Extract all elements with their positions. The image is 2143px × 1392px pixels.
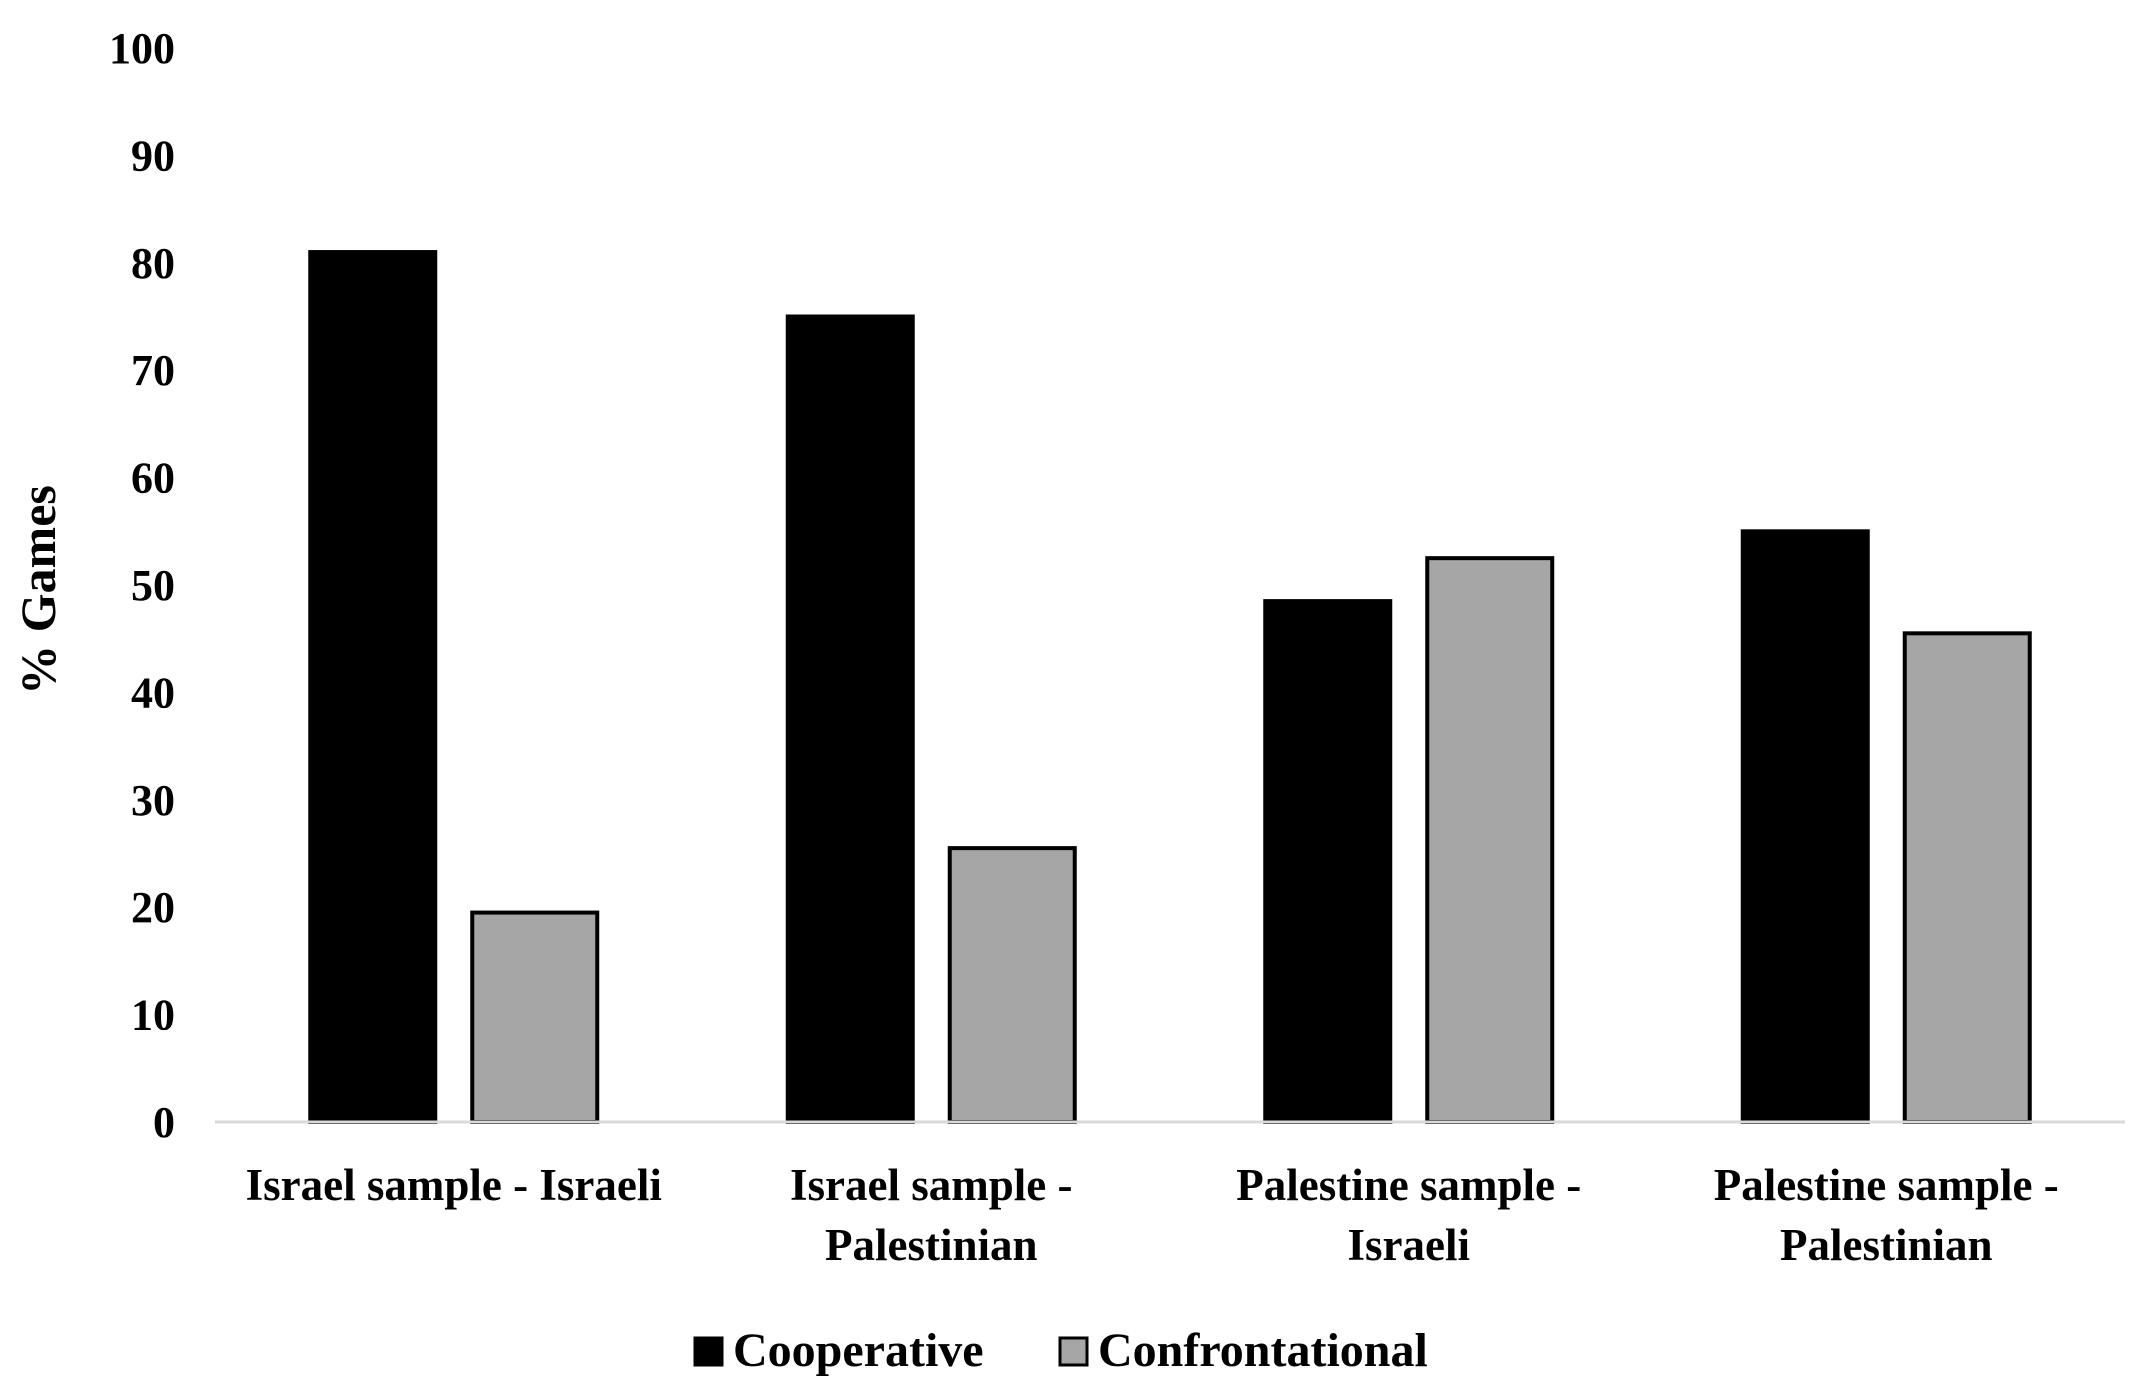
legend-swatch-confrontational [1058, 1336, 1089, 1367]
y-tick-label: 50 [131, 561, 175, 610]
bar-cooperative [1740, 529, 1870, 1124]
bar-cooperative [1263, 599, 1393, 1124]
bar-cooperative [785, 314, 915, 1124]
x-category-label: Palestine sample - [1714, 1160, 2059, 1210]
bar-confrontational [470, 910, 600, 1124]
x-category-label: Palestinian [1780, 1220, 1993, 1270]
y-tick-label: 0 [153, 1098, 175, 1147]
bar-confrontational [1902, 631, 2032, 1125]
legend-swatch-cooperative [693, 1336, 724, 1367]
y-tick-label: 100 [109, 24, 175, 73]
x-axis-labels: Israel sample - Israeli Israel sample - Pa… [246, 1160, 2059, 1270]
x-category-label: Israel sample - [790, 1160, 1072, 1210]
bar-cooperative [308, 250, 438, 1124]
x-category-label: Palestinian [825, 1220, 1038, 1270]
x-category-label: Palestine sample - [1236, 1160, 1581, 1210]
legend-label-confrontational: Confrontational [1098, 1324, 1428, 1377]
x-category-label: Israel sample - Israeli [246, 1160, 662, 1210]
bar-confrontational [947, 846, 1077, 1124]
y-tick-label: 80 [131, 239, 175, 288]
y-tick-label: 70 [131, 346, 175, 395]
legend: Cooperative Confrontational [693, 1324, 1428, 1377]
bar-confrontational [1425, 556, 1555, 1124]
y-tick-label: 10 [131, 991, 175, 1040]
y-axis-title: % Games [10, 485, 66, 695]
y-tick-label: 90 [131, 131, 175, 180]
y-axis: 0 10 20 30 40 50 60 70 80 90 100 [109, 24, 175, 1147]
y-tick-label: 60 [131, 454, 175, 503]
y-tick-label: 20 [131, 883, 175, 932]
y-tick-label: 40 [131, 668, 175, 717]
legend-label-cooperative: Cooperative [733, 1324, 984, 1377]
y-tick-label: 30 [131, 776, 175, 825]
x-category-label: Israeli [1348, 1220, 1470, 1270]
plot-area [308, 250, 2032, 1125]
